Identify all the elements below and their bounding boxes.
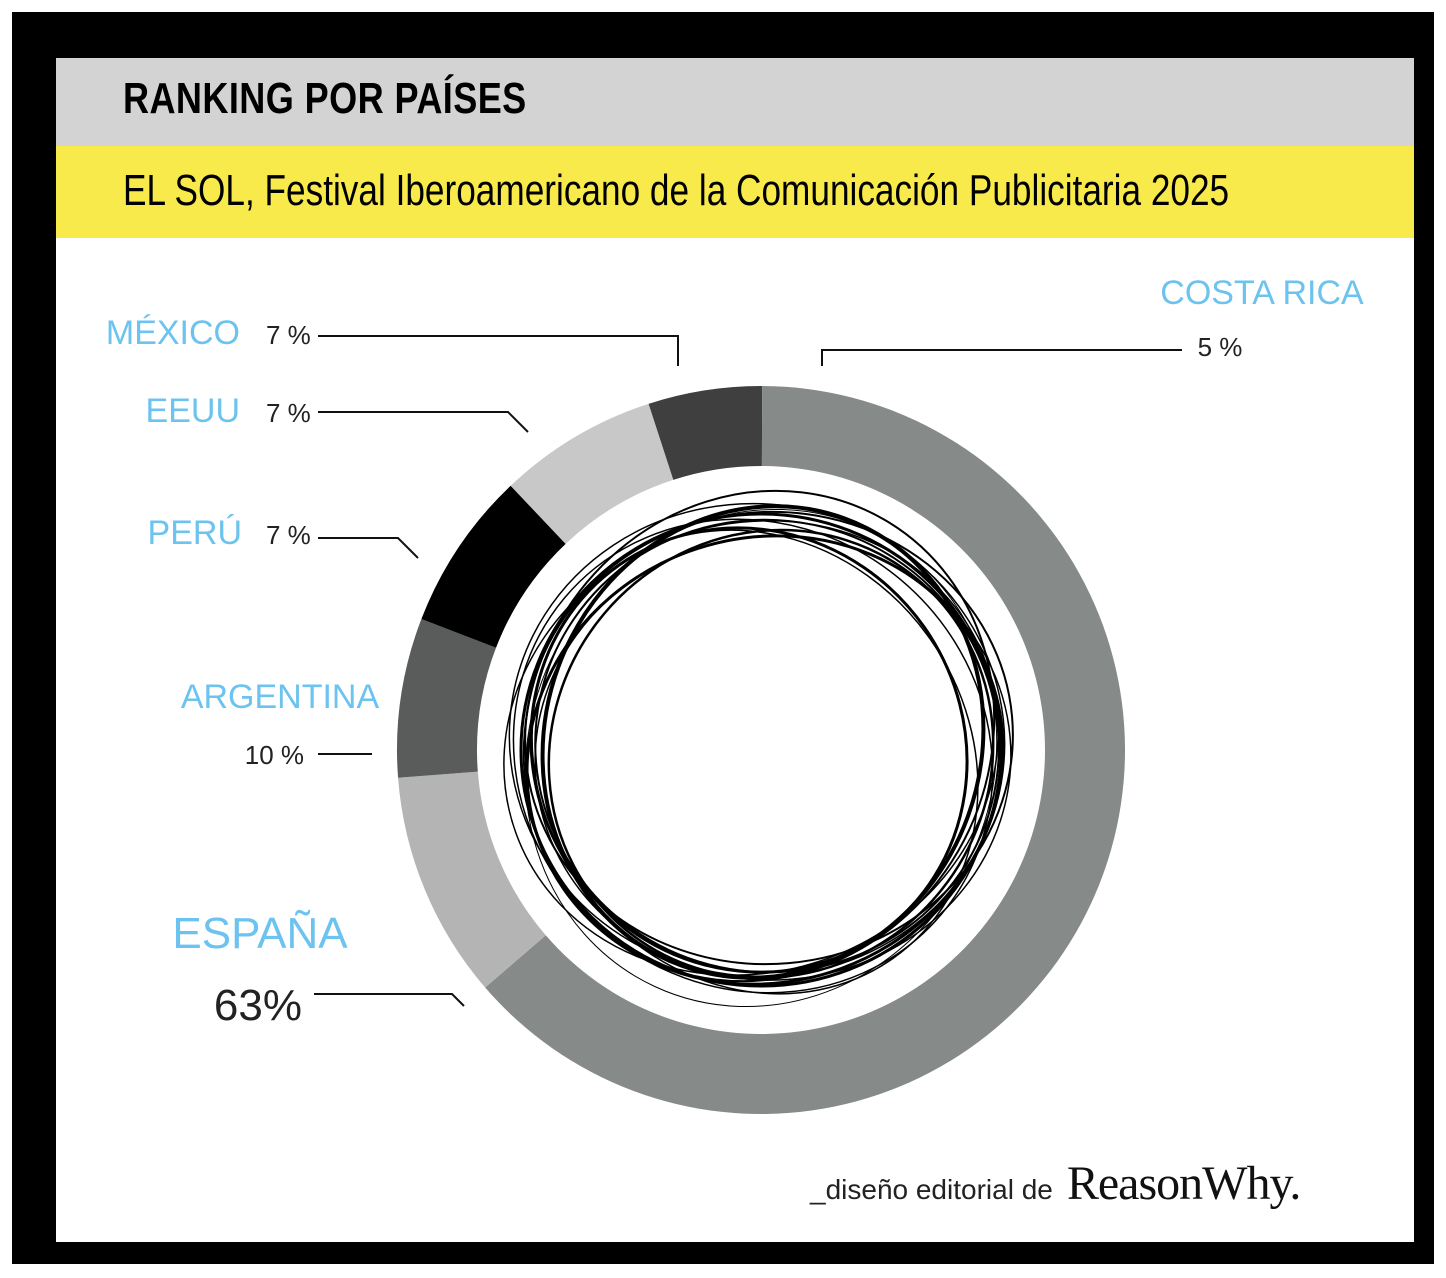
scribble-ring: [529, 526, 969, 974]
slice-value-label: 63%: [214, 981, 302, 1030]
slice-label: COSTA RICA: [1160, 274, 1364, 312]
slice-value-label: 5 %: [1198, 332, 1243, 362]
slice-label: EEUU: [146, 392, 240, 430]
slice-value-label: 7 %: [266, 520, 311, 550]
scribble-ring: [519, 512, 1003, 988]
donut-slice: [421, 485, 566, 648]
slice-value-label: 7 %: [266, 320, 311, 350]
donut-slice: [510, 403, 674, 544]
slice-value-label: 7 %: [266, 398, 311, 428]
leader-line: [314, 993, 465, 1007]
donut-slice: [397, 619, 497, 778]
donut-slice: [648, 386, 763, 480]
scribble-ring: [540, 504, 986, 980]
slice-label: ESPAÑA: [172, 908, 348, 958]
donut-slice: [485, 386, 1126, 1114]
donut-chart: MÉXICO 7 % EEUU 7 % PERÚ 7 % ARGENTINA 10 % ESPA…: [106, 274, 1364, 1114]
leader-line: [318, 537, 419, 559]
slice-label: PERÚ: [148, 514, 242, 552]
credit-text: _diseño editorial de: [810, 1174, 1053, 1205]
slice-label: MÉXICO: [106, 314, 240, 352]
credit-line: _diseño editorial de ReasonWhy.: [810, 1156, 1301, 1211]
leader-line: [318, 335, 679, 366]
scribble-ring: [524, 508, 998, 1008]
page-title: RANKING POR PAÍSES: [123, 74, 527, 123]
title-bar: RANKING POR PAÍSES: [56, 58, 1414, 146]
subtitle-bar: EL SOL, Festival Iberoamericano de la Co…: [56, 146, 1414, 238]
slice-label: ARGENTINA: [181, 678, 380, 716]
page-subtitle: EL SOL, Festival Iberoamericano de la Co…: [123, 166, 1230, 215]
outer-frame: RANKING POR PAÍSES EL SOL, Festival Iber…: [12, 12, 1434, 1264]
scribble-ring: [522, 489, 996, 983]
scribble-ring: [534, 535, 1012, 981]
slice-value-label: 10 %: [245, 740, 304, 770]
leader-line: [318, 411, 529, 433]
brand-logo: ReasonWhy.: [1066, 1157, 1301, 1210]
infographic-panel: RANKING POR PAÍSES EL SOL, Festival Iber…: [56, 58, 1414, 1242]
donut-slice: [398, 771, 546, 988]
scribble-ring: [534, 518, 1000, 974]
leader-line: [821, 349, 1182, 366]
